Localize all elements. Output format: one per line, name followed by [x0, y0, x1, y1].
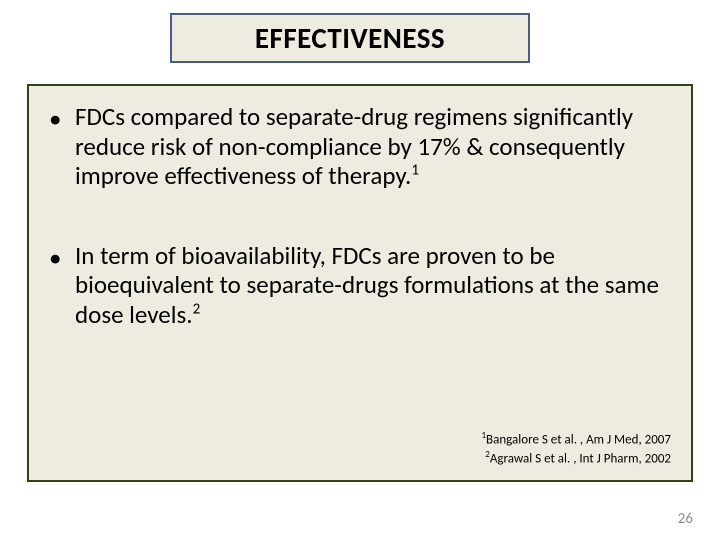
title-text: EFFECTIVENESS	[255, 20, 445, 56]
bullet-body: FDCs compared to separate-drug regimens …	[75, 101, 633, 191]
bullet-sup: 2	[193, 300, 201, 318]
page-number: 26	[678, 510, 693, 528]
content-box: • FDCs compared to separate-drug regimen…	[27, 84, 693, 482]
bullet-text: In term of bioavailability, FDCs are pro…	[75, 241, 671, 330]
reference-line: 2Agrawal S et al. , Int J Pharm, 2002	[481, 449, 671, 468]
bullet-marker: •	[49, 241, 75, 273]
ref-text: Agrawal S et al. , Int J Pharm, 2002	[490, 451, 671, 466]
bullet-item: • In term of bioavailability, FDCs are p…	[49, 241, 671, 330]
ref-text: Bangalore S et al. , Am J Med, 2007	[486, 433, 671, 448]
references: 1Bangalore S et al. , Am J Med, 2007 2Ag…	[481, 430, 671, 468]
reference-line: 1Bangalore S et al. , Am J Med, 2007	[481, 430, 671, 449]
bullet-sup: 1	[411, 162, 419, 180]
title-box: EFFECTIVENESS	[170, 13, 530, 63]
bullet-body: In term of bioavailability, FDCs are pro…	[75, 240, 659, 330]
bullet-text: FDCs compared to separate-drug regimens …	[75, 102, 671, 191]
bullet-item: • FDCs compared to separate-drug regimen…	[49, 102, 671, 191]
bullet-marker: •	[49, 102, 75, 134]
